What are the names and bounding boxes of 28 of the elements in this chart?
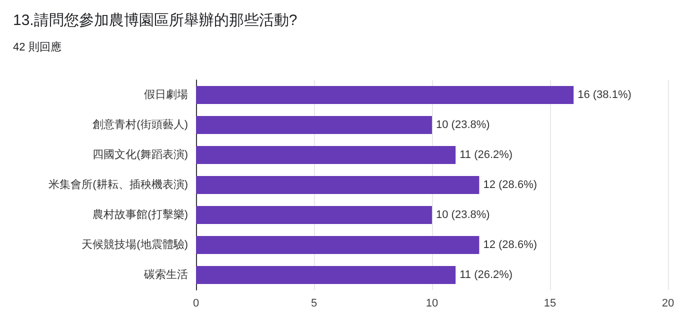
data-label: 12 (28.6%) (483, 239, 538, 251)
y-tick-label: 米集會所(耕耘、插秧機表演) (48, 178, 188, 191)
data-label: 10 (23.8%) (436, 209, 490, 221)
bar (196, 206, 432, 224)
data-label: 16 (38.1%) (578, 89, 632, 101)
x-tick-label: 5 (310, 298, 318, 310)
x-tick-label: 0 (192, 298, 200, 310)
data-label: 11 (26.2%) (460, 269, 513, 281)
text: 42 則回應 (13, 40, 62, 54)
y-tick-label: 四國文化(舞蹈表演) (92, 148, 188, 161)
data-label: 11 (26.2%) (460, 149, 513, 161)
bar (196, 86, 574, 104)
y-tick-label: 假日劇場 (144, 89, 188, 101)
y-tick-label: 農村故事館(打擊樂) (92, 208, 188, 221)
y-tick-label: 創意青村(街頭藝人) (92, 118, 188, 131)
bar (196, 176, 480, 194)
x-tick-label: 20 (662, 298, 674, 310)
bar (196, 266, 456, 284)
y-tick-label: 天候競技場(地震體驗) (82, 238, 188, 251)
x-tick-label: 15 (544, 298, 556, 310)
bar (196, 146, 456, 164)
bar (196, 236, 480, 254)
data-label: 10 (23.8%) (436, 119, 490, 131)
data-label: 12 (28.6%) (483, 179, 538, 191)
chart-title: 13.請問您參加農博園區所舉辦的那些活動? (13, 12, 298, 29)
bar (196, 116, 432, 134)
x-tick-label: 10 (426, 298, 438, 310)
y-tick-label: 碳索生活 (143, 268, 188, 281)
